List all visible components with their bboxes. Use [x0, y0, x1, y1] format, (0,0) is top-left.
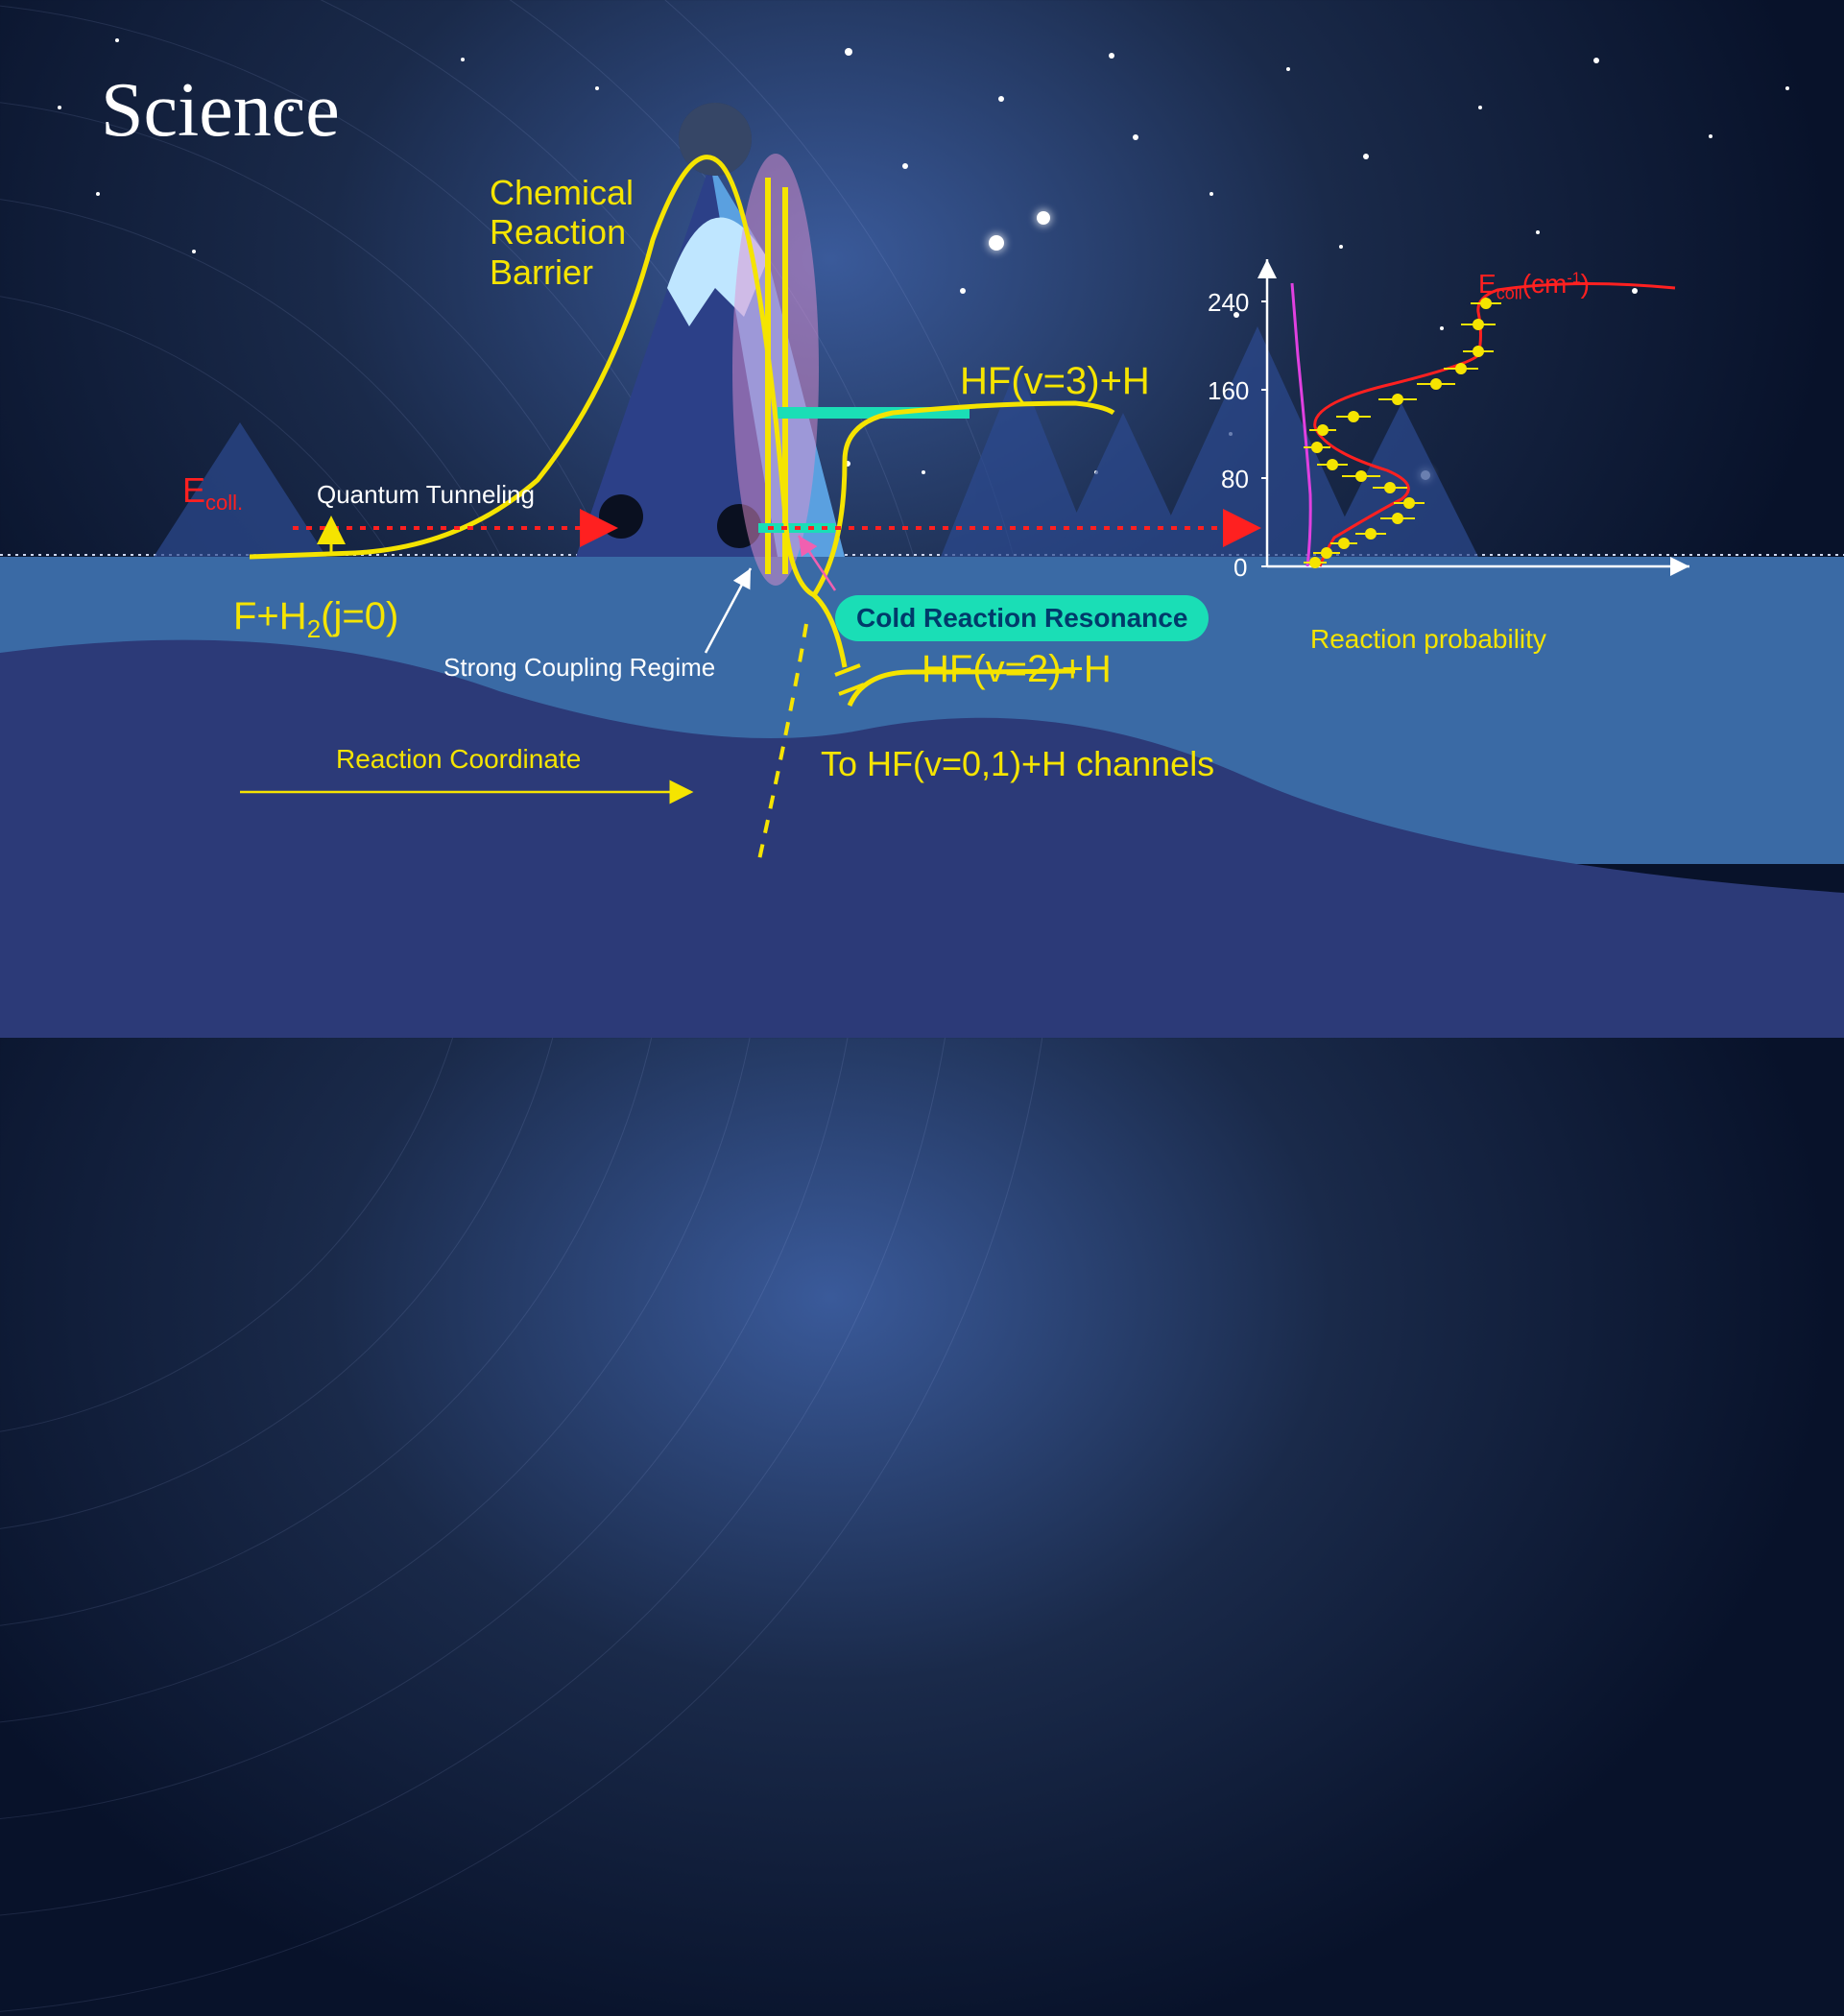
ytick-80: 80 — [1221, 465, 1249, 494]
reactant-label: F+H2(j=0) — [233, 595, 398, 644]
ytick-0: 0 — [1233, 553, 1247, 583]
cold-resonance-badge: Cold Reaction Resonance — [835, 595, 1209, 641]
plot-xlabel: Reaction probability — [1310, 624, 1546, 655]
scr-arrow — [706, 568, 751, 653]
diagram-svg — [0, 0, 1844, 1038]
scr-label: Strong Coupling Regime — [443, 653, 715, 683]
plot-ylabel: Ecoll(cm-1) — [1478, 269, 1590, 304]
hf-v3-label: HF(v=3)+H — [960, 360, 1150, 403]
ytick-160: 160 — [1208, 376, 1249, 406]
inset-plot — [1261, 259, 1689, 567]
rxn-coord-label: Reaction Coordinate — [336, 744, 581, 775]
science-logo: Science — [101, 67, 340, 155]
barrier-label: Chemical Reaction Barrier — [490, 173, 634, 292]
hf-v2-label: HF(v=2)+H — [922, 648, 1112, 691]
tunnel-label: Quantum Tunneling — [317, 480, 535, 510]
ecoll-label: Ecoll. — [182, 470, 243, 516]
break-mark-1 — [835, 665, 860, 675]
dashed-channel — [758, 624, 806, 864]
hf-v01-label: To HF(v=0,1)+H channels — [821, 744, 1214, 784]
ytick-240: 240 — [1208, 288, 1249, 318]
